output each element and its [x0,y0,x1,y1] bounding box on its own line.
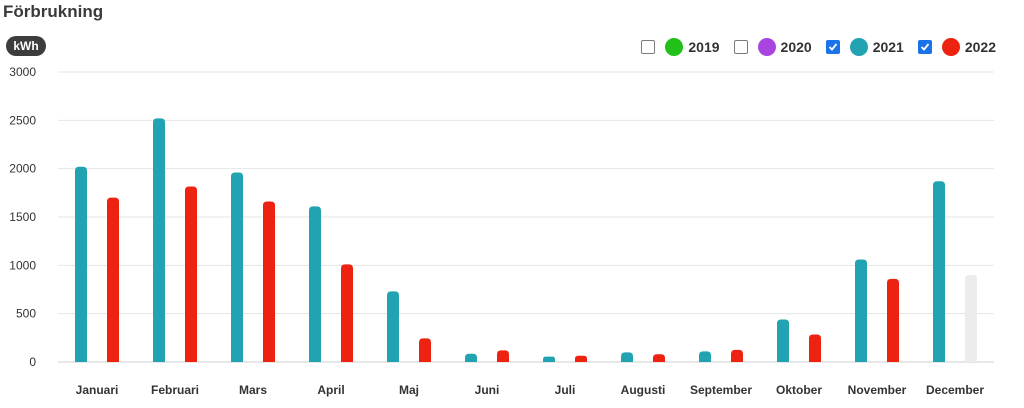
legend-label-2021: 2021 [872,39,904,55]
bar-2022-juni[interactable] [497,350,509,362]
bar-2021-augusti[interactable] [621,352,633,362]
bar-2021-september[interactable] [699,351,711,362]
y-tick-label: 500 [16,307,36,321]
bar-2021-mars[interactable] [231,172,243,362]
y-tick-label: 2500 [9,113,36,127]
bar-2021-juni[interactable] [465,353,477,362]
y-tick-label: 1500 [9,210,36,224]
chart-title: Förbrukning [3,2,104,21]
checkbox-2020[interactable] [733,40,748,54]
bar-2021-oktober[interactable] [777,319,789,362]
x-tick-label: November [848,383,907,397]
color-dot-2020 [757,38,776,56]
bar-2022-mars[interactable] [263,201,275,362]
x-tick-label: Juni [475,383,500,397]
bar-2021-februari[interactable] [153,118,165,363]
x-tick-label: April [317,383,344,397]
y-tick-label: 0 [29,355,36,369]
bar-2021-april[interactable] [309,206,321,362]
y-tick-label: 1000 [9,258,36,272]
bar-2021-maj[interactable] [387,291,399,362]
bar-2022-september[interactable] [731,349,743,362]
checkbox-2022[interactable] [917,40,932,54]
legend: 2019 2020 2021 2022 [627,36,996,58]
color-dot-2021 [849,38,868,56]
y-tick-label: 3000 [9,65,36,79]
legend-label-2020: 2020 [780,39,812,55]
bar-2022-oktober[interactable] [809,334,821,362]
bar-2022-januari[interactable] [107,197,119,362]
bar-2022-augusti[interactable] [653,354,665,362]
color-dot-2022 [941,38,960,56]
legend-item-2022[interactable]: 2022 [917,38,996,56]
bar-2022-april[interactable] [341,264,353,362]
x-tick-label: Augusti [621,383,666,397]
bar-2022-juli[interactable] [575,355,587,362]
bar-2021-juli[interactable] [543,356,555,362]
x-tick-label: Januari [76,383,119,397]
bar-2021-december[interactable] [933,181,945,362]
legend-label-2022: 2022 [964,39,996,55]
unit-badge[interactable]: kWh [6,36,46,56]
checkbox-2021[interactable] [825,40,840,54]
legend-label-2019: 2019 [688,39,720,55]
bar-2022-maj[interactable] [419,338,431,362]
x-tick-label: Maj [399,383,419,397]
bar-2021-november[interactable] [855,259,867,362]
checkbox-2019[interactable] [641,40,656,54]
bar-2022-november[interactable] [887,278,899,362]
legend-item-2019[interactable]: 2019 [641,38,720,56]
x-tick-label: Juli [555,383,576,397]
legend-item-2021[interactable]: 2021 [825,38,904,56]
x-tick-label: Februari [151,383,199,397]
bar-2021-januari[interactable] [75,166,87,362]
x-tick-label: Oktober [776,383,822,397]
x-tick-label: December [926,383,984,397]
legend-item-2020[interactable]: 2020 [733,38,812,56]
y-tick-label: 2000 [9,162,36,176]
bar-2022-december[interactable] [965,275,977,362]
color-dot-2019 [665,38,684,56]
x-tick-label: September [690,383,752,397]
bar-2022-februari[interactable] [185,186,197,362]
x-tick-label: Mars [239,383,267,397]
